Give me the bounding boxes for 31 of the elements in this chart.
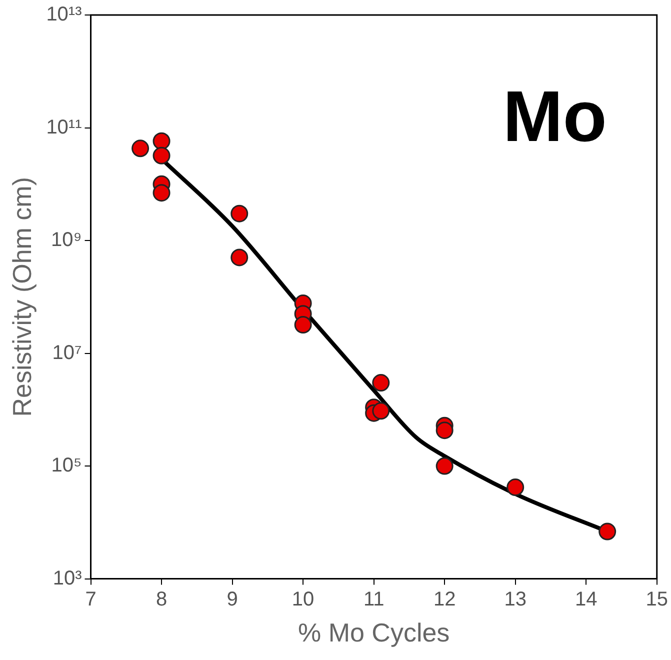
annotation: Mo xyxy=(502,76,607,157)
x-tick-label: 10 xyxy=(292,588,314,610)
point xyxy=(152,184,170,202)
y-tick-label: 10⁵ xyxy=(51,454,82,477)
point xyxy=(132,140,150,158)
y-tick-label: 10¹³ xyxy=(46,4,82,26)
point xyxy=(152,132,170,150)
x-tick-label: 13 xyxy=(504,588,526,610)
x-tick-label: 12 xyxy=(433,588,456,610)
y-axis-title: Resistivity (Ohm cm) xyxy=(6,177,37,417)
y-tick-label: 10³ xyxy=(52,567,82,590)
x-tick-label: 14 xyxy=(574,588,598,610)
point xyxy=(230,204,248,222)
point xyxy=(436,422,454,440)
x-tick-label: 7 xyxy=(85,588,96,610)
point xyxy=(436,457,454,475)
x-axis-title: % Mo Cycles xyxy=(298,618,450,648)
x-tick-label: 9 xyxy=(226,588,238,610)
point xyxy=(372,374,390,392)
y-tick-label: 10⁷ xyxy=(52,342,82,364)
x-tick-label: 11 xyxy=(363,588,384,610)
y-tick-label: 10¹¹ xyxy=(46,116,82,138)
point xyxy=(506,478,524,496)
point xyxy=(598,522,616,540)
y-tick-label: 10⁹ xyxy=(50,229,82,252)
point xyxy=(152,146,170,164)
x-tick-label: 8 xyxy=(156,588,168,610)
point xyxy=(372,402,390,420)
point xyxy=(230,248,248,266)
x-tick-label: 15 xyxy=(646,588,668,610)
point xyxy=(294,316,312,334)
